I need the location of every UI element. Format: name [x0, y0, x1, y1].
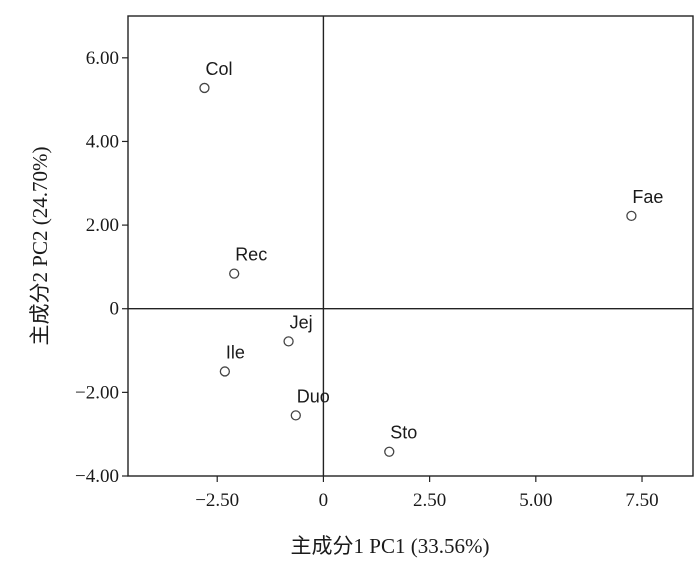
data-point-fae [626, 210, 637, 222]
x-axis-title: 主成分1 PC1 (33.56%) [291, 534, 490, 558]
data-point-jej [283, 336, 294, 347]
y-tick-label: 6.00 [86, 48, 119, 69]
data-point-ile [219, 366, 231, 377]
reference-lines [128, 16, 693, 476]
point-label-fae: Fae [632, 187, 663, 207]
y-axis-title: 主成分2 PC2 (24.70%) [28, 147, 52, 346]
x-tick-label: 0 [319, 490, 329, 511]
x-tick-label: 2.50 [413, 490, 446, 511]
y-tick-label: −2.00 [75, 382, 119, 403]
point-label-jej: Jej [290, 312, 313, 332]
data-points: Col Rec Jej Ile Duo Sto Fae [199, 59, 663, 457]
data-point-rec [229, 268, 240, 279]
x-tick-label: 7.50 [625, 490, 658, 511]
x-axis-ticks: −2.50 0 2.50 5.00 7.50 [195, 476, 659, 511]
y-tick-label: −4.00 [75, 466, 119, 487]
point-label-rec: Rec [235, 245, 267, 265]
point-label-sto: Sto [390, 423, 417, 443]
data-point-sto [384, 446, 395, 457]
y-tick-label: 0 [110, 299, 120, 320]
y-tick-label: 4.00 [86, 131, 119, 152]
plot-area-frame [127, 15, 694, 477]
x-tick-label: −2.50 [195, 490, 239, 511]
point-label-duo: Duo [297, 386, 330, 406]
point-label-col: Col [205, 59, 232, 79]
y-axis-ticks: −4.00 −2.00 0 2.00 4.00 6.00 [75, 48, 128, 487]
point-label-ile: Ile [226, 342, 245, 362]
data-point-duo [290, 410, 301, 421]
y-tick-label: 2.00 [86, 215, 119, 236]
x-tick-label: 5.00 [519, 490, 552, 511]
data-point-col [199, 82, 210, 94]
